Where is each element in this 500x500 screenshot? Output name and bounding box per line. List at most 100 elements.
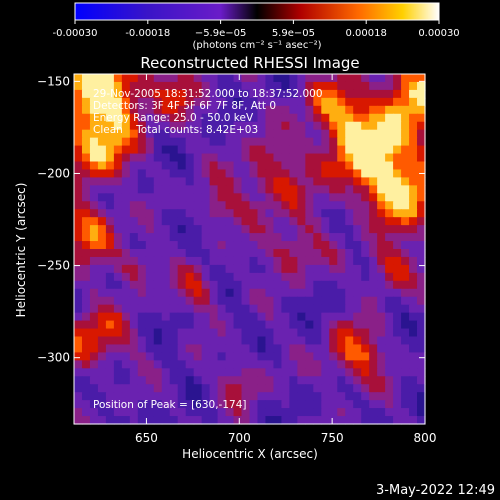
- heatmap-cell: [369, 113, 378, 123]
- heatmap-cell: [225, 352, 235, 361]
- heatmap-cell: [153, 344, 163, 353]
- heatmap-cell: [209, 304, 219, 314]
- heatmap-cell: [89, 153, 99, 163]
- heatmap-cell: [345, 89, 354, 99]
- heatmap-cell: [81, 137, 91, 147]
- heatmap-cell: [345, 336, 354, 346]
- colorbar-tick-label: -0.00030: [53, 28, 98, 39]
- heatmap-cell: [81, 384, 91, 393]
- heatmap-cell: [305, 256, 314, 266]
- heatmap-cell: [289, 209, 298, 218]
- heatmap-cell: [241, 105, 251, 115]
- heatmap-cell: [161, 81, 171, 91]
- heatmap-cell: [217, 129, 227, 139]
- heatmap-cell: [401, 97, 410, 107]
- heatmap-cell: [249, 161, 259, 171]
- heatmap-cell: [417, 256, 426, 266]
- heatmap-cell: [265, 241, 275, 250]
- heatmap-cell: [385, 249, 394, 258]
- heatmap-cell: [225, 408, 235, 417]
- heatmap-cell: [385, 137, 394, 147]
- heatmap-cell: [249, 113, 259, 123]
- heatmap-cell: [329, 129, 338, 139]
- heatmap-cell: [129, 233, 139, 242]
- heatmap-cell: [361, 328, 370, 338]
- heatmap-cell: [169, 161, 179, 171]
- heatmap-cell: [81, 217, 91, 226]
- heatmap-cell: [345, 241, 354, 250]
- heatmap-cell: [281, 129, 290, 139]
- heatmap-cell: [193, 193, 203, 202]
- heatmap-cell: [249, 177, 259, 186]
- y-axis-label: Heliocentric Y (arcsec): [14, 183, 28, 318]
- heatmap-cell: [161, 312, 171, 322]
- heatmap-cell: [289, 328, 298, 338]
- heatmap-cell: [257, 392, 267, 401]
- heatmap-cell: [289, 264, 298, 274]
- heatmap-cell: [97, 169, 107, 178]
- heatmap-cell: [297, 256, 306, 266]
- heatmap-cell: [273, 225, 283, 234]
- heatmap-cell: [321, 193, 330, 202]
- heatmap-cell: [265, 336, 275, 346]
- heatmap-cell: [377, 288, 386, 298]
- heatmap-cell: [249, 352, 259, 361]
- heatmap-cell: [265, 296, 275, 306]
- heatmap-cell: [89, 376, 99, 385]
- heatmap-cell: [345, 193, 354, 202]
- heatmap-cell: [105, 296, 115, 306]
- heatmap-cell: [345, 209, 354, 218]
- heatmap-cell: [105, 97, 115, 107]
- heatmap-cell: [401, 416, 410, 425]
- heatmap-cell: [353, 336, 362, 346]
- heatmap-cell: [105, 416, 115, 425]
- heatmap-cell: [377, 328, 386, 338]
- heatmap-cell: [257, 241, 267, 250]
- heatmap-cell: [81, 312, 91, 322]
- heatmap-cell: [153, 376, 163, 385]
- heatmap-cell: [129, 416, 139, 425]
- heatmap-cell: [121, 352, 131, 361]
- heatmap-cell: [193, 384, 203, 393]
- heatmap-cell: [193, 344, 203, 353]
- heatmap-cell: [385, 185, 394, 194]
- heatmap-cell: [385, 288, 394, 298]
- heatmap-cell: [129, 217, 139, 226]
- heatmap-cell: [385, 153, 394, 163]
- heatmap-cell: [265, 153, 275, 163]
- heatmap-cell: [329, 392, 338, 401]
- heatmap-cell: [209, 97, 219, 107]
- heatmap-cell: [185, 400, 195, 409]
- heatmap-cell: [169, 272, 179, 282]
- heatmap-cell: [313, 392, 322, 401]
- heatmap-cell: [401, 74, 410, 83]
- heatmap-cell: [265, 145, 275, 155]
- heatmap-cell: [377, 312, 386, 322]
- heatmap-cell: [81, 249, 91, 258]
- heatmap-cell: [185, 185, 195, 194]
- heatmap-cell: [129, 121, 139, 131]
- heatmap-cell: [345, 256, 354, 266]
- heatmap-cell: [97, 249, 107, 258]
- heatmap-cell: [217, 105, 227, 115]
- heatmap-cell: [185, 416, 195, 425]
- heatmap-cell: [105, 312, 115, 322]
- heatmap-cell: [289, 217, 298, 226]
- heatmap-cell: [89, 169, 99, 178]
- heatmap-cell: [89, 312, 99, 322]
- heatmap-cell: [305, 145, 314, 155]
- heatmap-cell: [385, 74, 394, 83]
- heatmap-cell: [209, 416, 219, 425]
- heatmap-cell: [193, 129, 203, 139]
- heatmap-cell: [97, 161, 107, 171]
- heatmap-cell: [185, 129, 195, 139]
- heatmap-cell: [241, 376, 251, 385]
- heatmap-cell: [393, 97, 402, 107]
- heatmap-cell: [409, 193, 418, 202]
- heatmap-cell: [153, 384, 163, 393]
- heatmap-cell: [265, 105, 275, 115]
- heatmap-cell: [81, 344, 91, 353]
- heatmap-cell: [297, 105, 306, 115]
- heatmap-cell: [105, 360, 115, 369]
- heatmap-cell: [217, 280, 227, 290]
